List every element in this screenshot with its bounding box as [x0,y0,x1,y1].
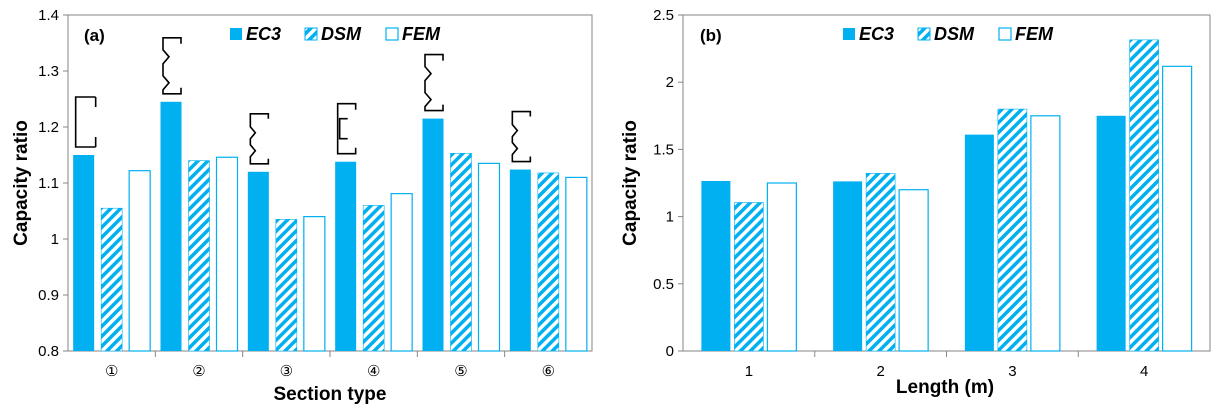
bar-fem [766,182,797,352]
bars-b [701,39,1193,352]
legend-swatch-fem [385,27,399,41]
x-tick-label: ⑥ [542,363,555,380]
bar-dsm [450,153,472,352]
bar-ec3 [1096,115,1126,351]
legend-label-ec3: EC3 [246,24,281,44]
bar-ec3 [701,180,731,351]
x-tick-label: 3 [1008,363,1016,380]
y-tick-label: 0.5 [653,276,674,293]
legend-label-ec3: EC3 [859,24,894,44]
bar-dsm [100,207,123,352]
x-axis-label-b: Length (m) [896,377,994,398]
x-tick-label: 2 [876,363,884,380]
bar-fem [565,176,588,352]
section-channel-lipped-web-icon [336,102,357,155]
bar-ec3 [73,155,95,351]
bar-ec3 [335,161,357,351]
y-tick-label: 1.3 [38,63,59,80]
panel-label-b: (b) [700,26,722,45]
bar-dsm [275,219,298,352]
bar-dsm [188,160,210,352]
legend-swatch-fem [998,27,1012,41]
x-tick-label: 1 [745,363,753,380]
bar-dsm [362,205,385,352]
x-tick-label: ⑤ [454,363,467,380]
x-tick-label: ③ [280,363,293,380]
section-icons [74,37,532,165]
bar-fem [303,216,326,352]
x-tick-labels-b: 1 2 3 4 [745,351,1148,380]
legend-swatch-ec3 [843,28,855,40]
y-axis-label-b: Capacity ratio [620,120,641,246]
legend-label-dsm: DSM [321,24,362,44]
bar-dsm [537,172,560,352]
y-tick-label: 2 [666,74,674,91]
section-channel-zigzag-web-icon [424,53,444,112]
bar-fem [215,156,239,352]
bar-dsm [865,173,896,352]
x-tick-label: ④ [367,363,380,380]
bar-ec3 [964,134,994,351]
panel-label-a: (a) [84,26,105,45]
y-tick-label: 2.5 [653,7,674,24]
legend-label-fem: FEM [402,24,441,44]
y-tick-label: 0.8 [38,343,59,360]
bar-ec3 [422,118,444,351]
legend-a: EC3 DSM FEM [230,24,441,44]
y-axis-label-a: Capacity ratio [11,120,32,246]
section-channel-zigzag-web-icon [162,37,182,95]
legend-swatch-dsm [304,27,318,41]
legend-label-fem: FEM [1015,24,1054,44]
chart-panel-b: 0 0.5 1 1.5 2 2.5 1 2 3 4 (b) Capacity ratio Len… [620,7,1211,398]
y-tick-label: 1.2 [38,119,59,136]
section-channel-double-fold-web-icon [249,113,270,165]
section-channel-double-fold-web-icon [511,110,532,163]
legend-b: EC3 DSM FEM [843,24,1054,44]
plot-area-a [67,14,593,352]
x-tick-label: ① [105,363,118,380]
y-tick-label: 1.1 [38,175,59,192]
bar-fem [128,170,151,352]
bar-fem [1030,115,1061,352]
legend-swatch-dsm [917,27,931,41]
y-tick-label: 1 [666,209,674,226]
bar-ec3 [509,169,531,351]
bar-ec3 [247,171,269,351]
bars-a [73,101,588,352]
chart-panel-a: 0.8 0.9 1 1.1 1.2 1.3 1.4 ① ② ③ ④ ⑤ ⑥ (a) Capacity … [11,7,593,405]
legend-label-dsm: DSM [934,24,975,44]
x-tick-labels-a: ① ② ③ ④ ⑤ ⑥ [105,351,555,380]
y-tick-label: 1.4 [38,7,59,24]
bar-dsm [1129,39,1159,352]
y-tick-labels-a: 0.8 0.9 1 1.1 1.2 1.3 1.4 [38,7,68,360]
bar-ec3 [160,101,182,351]
bar-fem [1162,65,1193,352]
legend-swatch-ec3 [230,28,242,40]
x-tick-label: 4 [1140,363,1148,380]
bar-dsm [734,202,764,352]
bar-ec3 [833,181,863,351]
y-tick-label: 0.9 [38,287,59,304]
bar-dsm [997,108,1028,352]
section-channel-plain-icon [74,96,97,148]
bar-fem [898,189,929,352]
x-tick-label: ② [192,363,205,380]
y-tick-label: 1 [51,231,59,248]
x-axis-label-a: Section type [274,384,387,405]
y-tick-label: 0 [666,343,674,360]
y-tick-label: 1.5 [653,141,674,158]
y-tick-labels-b: 0 0.5 1 1.5 2 2.5 [653,7,683,360]
bar-fem [477,162,501,352]
bar-fem [390,193,413,352]
